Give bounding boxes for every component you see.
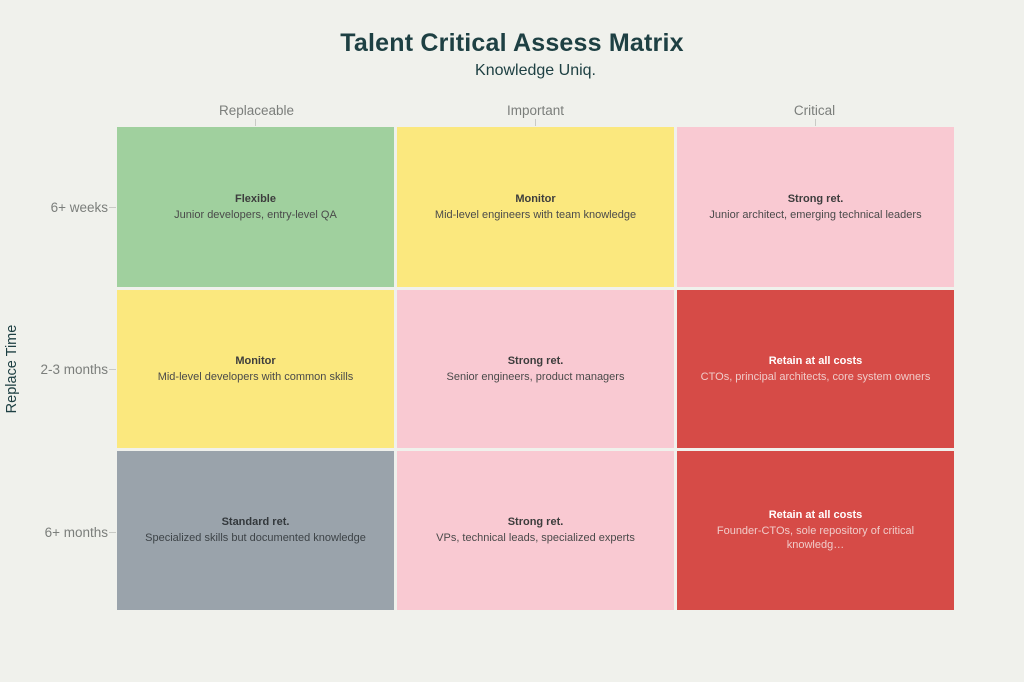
y-axis-label: Replace Time	[4, 324, 20, 414]
cell-description: Specialized skills but documented knowle…	[145, 532, 366, 544]
row-label-6-months: 6+ months	[44, 525, 108, 540]
cell-description: Founder-CTOs, sole repository of critica…	[716, 524, 915, 552]
cell-description: Mid-level engineers with team knowledge	[434, 208, 637, 221]
cell-description: Senior engineers, product managers	[446, 370, 625, 383]
page-subtitle: Knowledge Uniq.	[475, 62, 596, 79]
cell-title: Strong ret.	[507, 516, 564, 529]
column-header-critical: Critical	[793, 103, 836, 118]
matrix-cell-r0c1: Monitor Mid-level engineers with team kn…	[397, 127, 674, 287]
row-tick	[109, 207, 116, 208]
cell-description: Mid-level developers with common skills	[157, 370, 354, 383]
row-label-6-weeks: 6+ weeks	[50, 200, 108, 215]
cell-title: Standard ret.	[221, 516, 290, 529]
cell-description: Junior architect, emerging technical lea…	[709, 208, 922, 221]
cell-description: Junior developers, entry-level QA	[174, 208, 337, 221]
column-tick	[815, 119, 816, 126]
column-headers: Replaceable Important Critical	[117, 103, 954, 118]
page-title: Talent Critical Assess Matrix	[340, 29, 684, 57]
row-tick	[109, 532, 116, 533]
cell-title: Monitor	[235, 354, 276, 367]
matrix-cell-r1c1: Strong ret. Senior engineers, product ma…	[397, 290, 674, 448]
cell-title: Strong ret.	[507, 354, 564, 367]
matrix-cell-r0c2: Strong ret. Junior architect, emerging t…	[677, 127, 954, 287]
matrix-cell-r2c1: Strong ret. VPs, technical leads, specia…	[397, 451, 674, 610]
column-header-replaceable: Replaceable	[218, 103, 295, 118]
column-tick	[535, 119, 536, 126]
row-tick	[109, 369, 116, 370]
matrix-cell-r1c0: Monitor Mid-level developers with common…	[117, 290, 394, 448]
cell-title: Retain at all costs	[768, 354, 863, 367]
cell-title: Monitor	[515, 192, 556, 205]
matrix-cell-r2c0: Standard ret. Specialized skills but doc…	[117, 451, 394, 610]
cell-description: VPs, technical leads, specialized expert…	[436, 532, 635, 544]
cell-title: Strong ret.	[787, 192, 844, 205]
cell-title: Retain at all costs	[768, 508, 863, 521]
matrix-grid: Flexible Junior developers, entry-level …	[117, 127, 954, 610]
row-label-2-3-months: 2-3 months	[40, 362, 108, 377]
matrix-cell-r2c2: Retain at all costs Founder-CTOs, sole r…	[677, 451, 954, 610]
matrix-cell-r1c2: Retain at all costs CTOs, principal arch…	[677, 290, 954, 448]
column-header-important: Important	[506, 103, 565, 118]
column-tick	[255, 119, 256, 126]
cell-description: CTOs, principal architects, core system …	[700, 370, 931, 383]
matrix-cell-r0c0: Flexible Junior developers, entry-level …	[117, 127, 394, 287]
cell-title: Flexible	[235, 192, 276, 205]
